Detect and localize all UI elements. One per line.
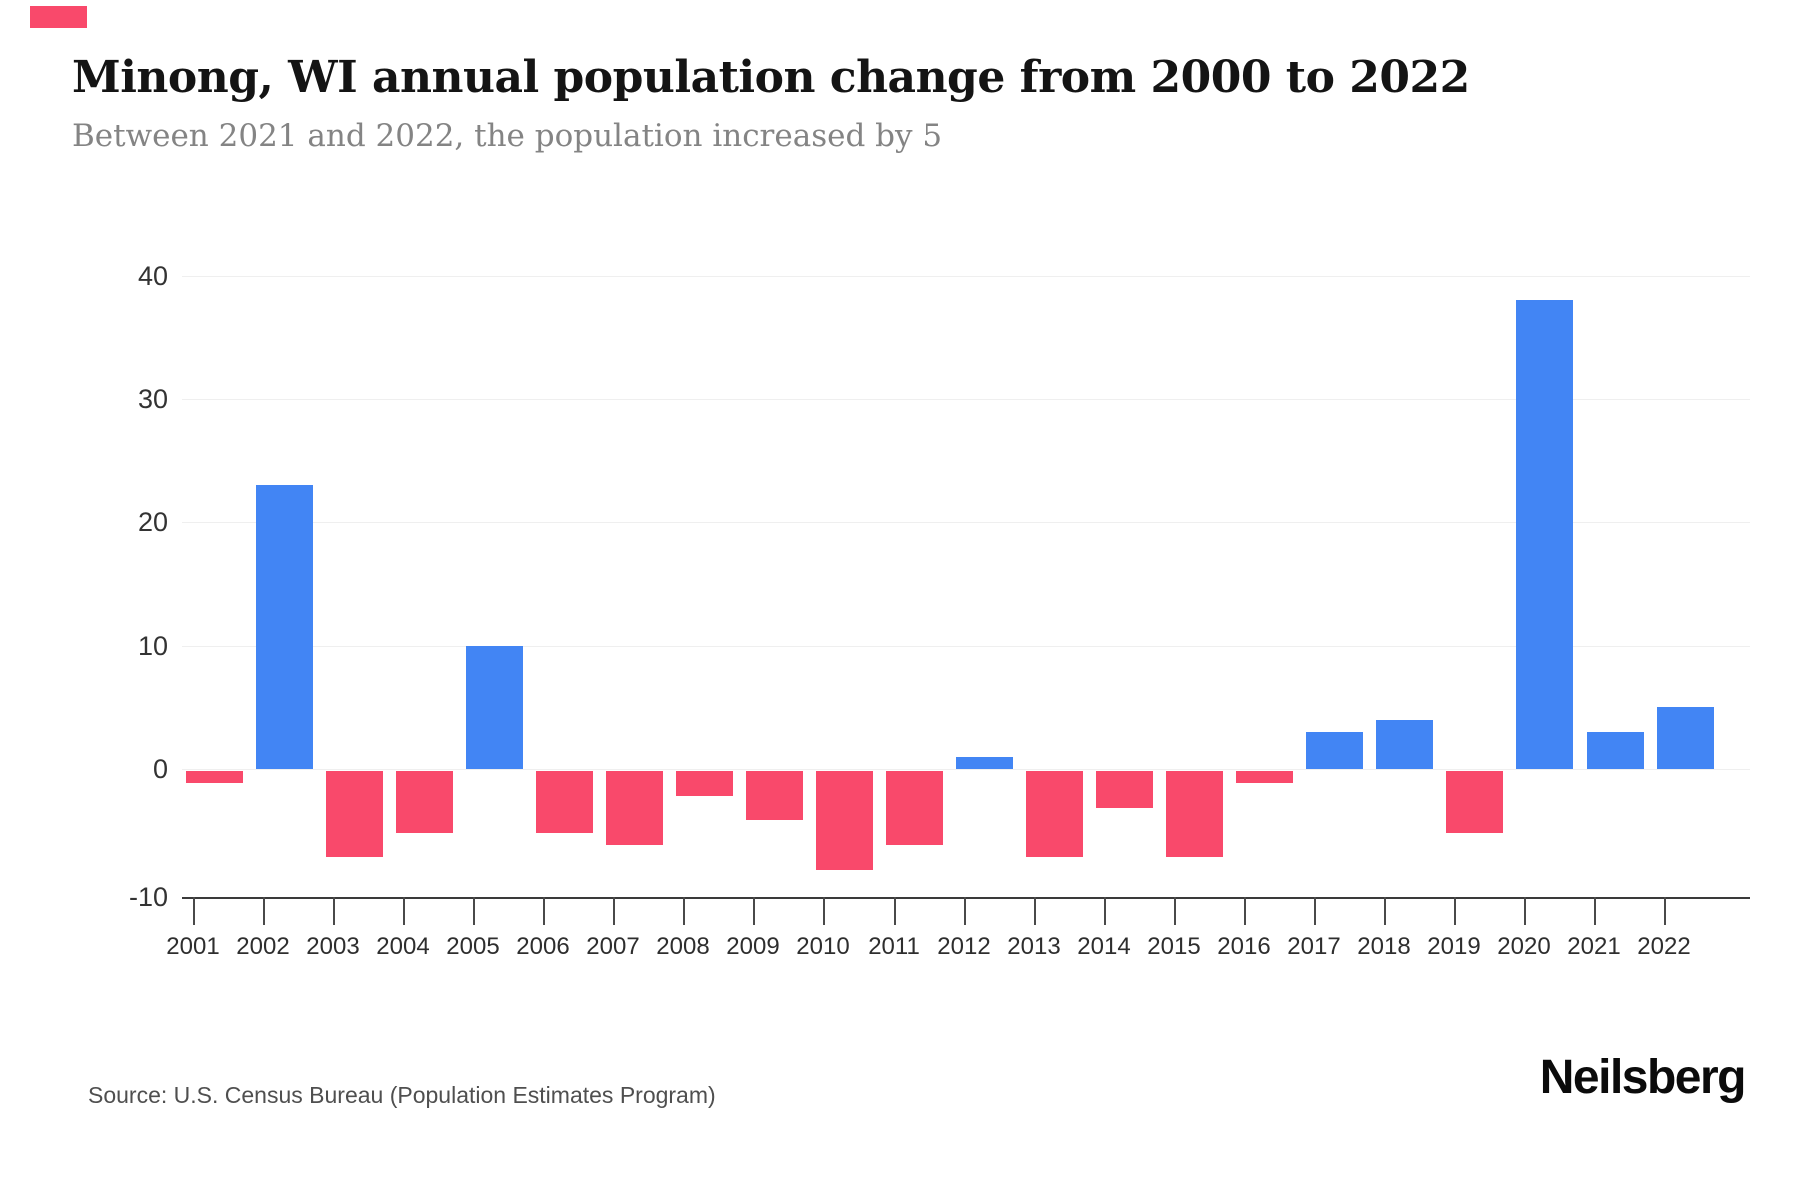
- bar-2009[interactable]: [746, 771, 803, 820]
- x-axis-label: 2010: [796, 933, 850, 960]
- x-axis-tick: [1384, 897, 1386, 925]
- y-axis-label: 0: [152, 754, 168, 784]
- bar-2015[interactable]: [1166, 771, 1223, 857]
- x-axis-label: 2001: [166, 933, 220, 960]
- bar-2005[interactable]: [466, 646, 523, 769]
- x-axis-label: 2003: [306, 933, 360, 960]
- x-axis-tick: [1314, 897, 1316, 925]
- x-axis-label: 2006: [516, 933, 570, 960]
- x-axis-tick: [543, 897, 545, 925]
- y-axis-label: 40: [137, 261, 168, 291]
- x-axis-tick: [1104, 897, 1106, 925]
- bar-2022[interactable]: [1657, 707, 1714, 769]
- x-axis-tick: [683, 897, 685, 925]
- x-axis-label: 2022: [1637, 933, 1691, 960]
- x-axis-tick: [1664, 897, 1666, 925]
- x-axis-tick: [473, 897, 475, 925]
- x-axis-tick: [613, 897, 615, 925]
- bar-2016[interactable]: [1236, 771, 1293, 783]
- x-axis-label: 2013: [1007, 933, 1061, 960]
- x-axis-tick: [1594, 897, 1596, 925]
- y-axis-label: 30: [137, 384, 168, 414]
- bar-2013[interactable]: [1026, 771, 1083, 857]
- bar-2007[interactable]: [606, 771, 663, 845]
- x-axis-label: 2008: [656, 933, 710, 960]
- x-axis-label: 2021: [1567, 933, 1621, 960]
- brand-logo: Neilsberg: [1539, 1051, 1747, 1104]
- x-axis-tick: [823, 897, 825, 925]
- x-axis-label: 2002: [236, 933, 290, 960]
- x-axis-tick: [753, 897, 755, 925]
- bar-2014[interactable]: [1096, 771, 1153, 808]
- y-gridline: [182, 276, 1750, 277]
- y-gridline: [182, 769, 1750, 770]
- y-axis-label: 10: [137, 631, 168, 661]
- source-note: Source: U.S. Census Bureau (Population E…: [88, 1082, 716, 1108]
- bar-2004[interactable]: [396, 771, 453, 833]
- x-axis-tick: [1454, 897, 1456, 925]
- bar-2019[interactable]: [1446, 771, 1503, 833]
- x-axis-label: 2014: [1077, 933, 1131, 960]
- x-axis-label: 2004: [376, 933, 430, 960]
- x-axis-label: 2020: [1497, 933, 1551, 960]
- x-axis-tick: [1524, 897, 1526, 925]
- y-gridline: [182, 646, 1750, 647]
- bar-2018[interactable]: [1376, 720, 1433, 769]
- y-axis-label: -10: [128, 882, 168, 912]
- bar-2010[interactable]: [816, 771, 873, 870]
- bar-2011[interactable]: [886, 771, 943, 845]
- bar-2021[interactable]: [1587, 732, 1644, 769]
- x-axis-label: 2009: [726, 933, 780, 960]
- x-axis-tick: [263, 897, 265, 925]
- bar-2001[interactable]: [186, 771, 243, 783]
- bar-2006[interactable]: [536, 771, 593, 833]
- bar-2017[interactable]: [1306, 732, 1363, 769]
- bar-2020[interactable]: [1516, 300, 1573, 769]
- x-axis-tick: [1244, 897, 1246, 925]
- x-axis-label: 2017: [1287, 933, 1341, 960]
- chart-title: Minong, WI annual population change from…: [72, 52, 1470, 103]
- x-axis-line: [182, 897, 1750, 899]
- bar-2002[interactable]: [256, 485, 313, 769]
- x-axis-label: 2019: [1427, 933, 1481, 960]
- y-gridline: [182, 399, 1750, 400]
- x-axis-label: 2012: [937, 933, 991, 960]
- x-axis-tick: [1034, 897, 1036, 925]
- x-axis-tick: [193, 897, 195, 925]
- x-axis-tick: [1174, 897, 1176, 925]
- x-axis-tick: [894, 897, 896, 925]
- x-axis-label: 2018: [1357, 933, 1411, 960]
- brand-accent-mark: [30, 6, 87, 28]
- x-axis-tick: [964, 897, 966, 925]
- y-gridline: [182, 522, 1750, 523]
- x-axis-label: 2015: [1147, 933, 1201, 960]
- chart-subtitle: Between 2021 and 2022, the population in…: [72, 118, 943, 154]
- x-axis-label: 2016: [1217, 933, 1271, 960]
- bar-2003[interactable]: [326, 771, 383, 857]
- x-axis-tick: [333, 897, 335, 925]
- x-axis-label: 2011: [868, 933, 920, 960]
- x-axis-label: 2007: [586, 933, 640, 960]
- x-axis-label: 2005: [446, 933, 500, 960]
- x-axis-tick: [403, 897, 405, 925]
- bar-2008[interactable]: [676, 771, 733, 796]
- y-axis-label: 20: [137, 507, 168, 537]
- bar-2012[interactable]: [956, 757, 1013, 769]
